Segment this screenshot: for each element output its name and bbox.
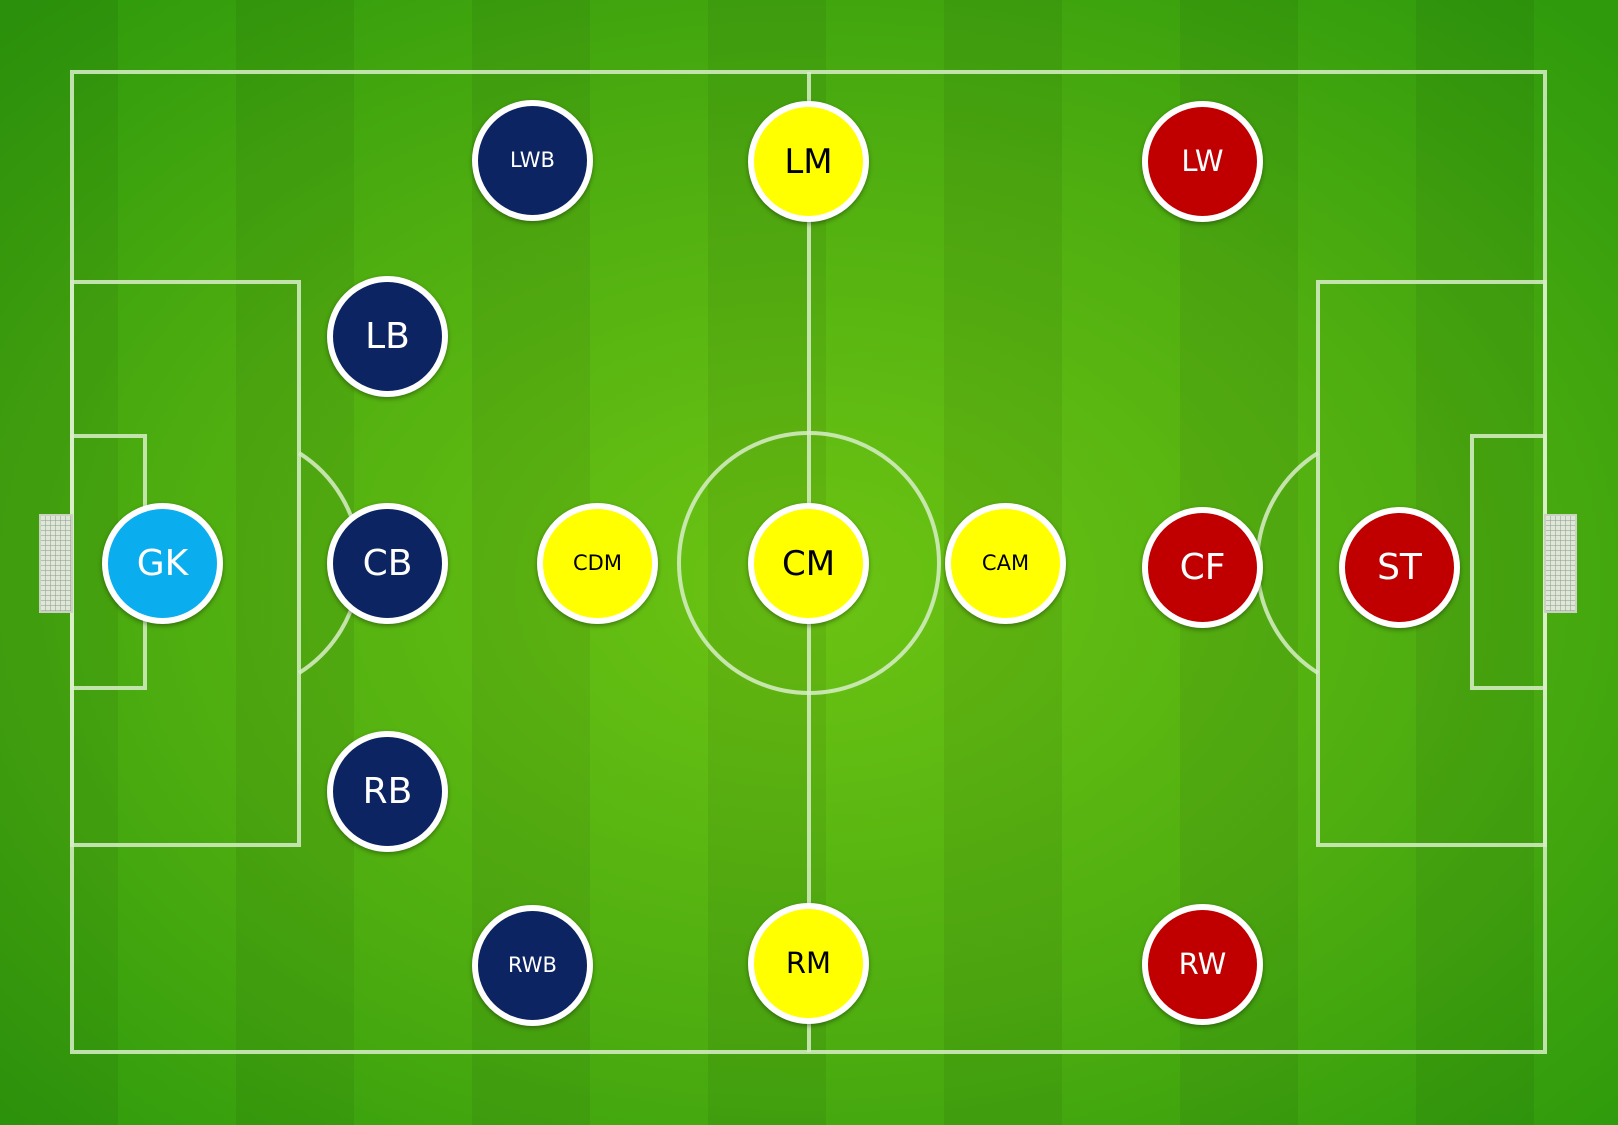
position-cm: CM [748, 503, 869, 624]
position-cb: CB [327, 503, 448, 624]
position-label: RM [785, 946, 832, 980]
position-label: CDM [573, 551, 622, 575]
centre-circle [677, 431, 941, 695]
position-label: LWB [510, 148, 555, 172]
position-label: LM [784, 141, 833, 182]
position-rwb: RWB [472, 905, 593, 1026]
position-lb: LB [327, 276, 448, 397]
position-rb: RB [327, 731, 448, 852]
position-label: CM [781, 543, 836, 584]
position-label: RW [1178, 947, 1227, 981]
position-rm: RM [748, 903, 869, 1024]
position-label: CB [362, 542, 413, 584]
position-label: GK [136, 542, 189, 584]
position-label: LW [1181, 144, 1224, 178]
position-cdm: CDM [537, 503, 658, 624]
position-cam: CAM [945, 503, 1066, 624]
position-lw: LW [1142, 101, 1263, 222]
position-gk: GK [102, 503, 223, 624]
position-lwb: LWB [472, 100, 593, 221]
position-st: ST [1339, 507, 1460, 628]
position-lm: LM [748, 101, 869, 222]
position-label: CAM [981, 551, 1030, 575]
left-goal-net [39, 514, 73, 613]
position-label: CF [1179, 546, 1226, 588]
position-label: ST [1377, 546, 1422, 588]
position-cf: CF [1142, 507, 1263, 628]
right-goal-net [1544, 514, 1577, 613]
position-rw: RW [1142, 904, 1263, 1025]
position-label: LB [365, 315, 410, 357]
position-label: RWB [508, 953, 557, 977]
position-label: RB [362, 770, 413, 812]
